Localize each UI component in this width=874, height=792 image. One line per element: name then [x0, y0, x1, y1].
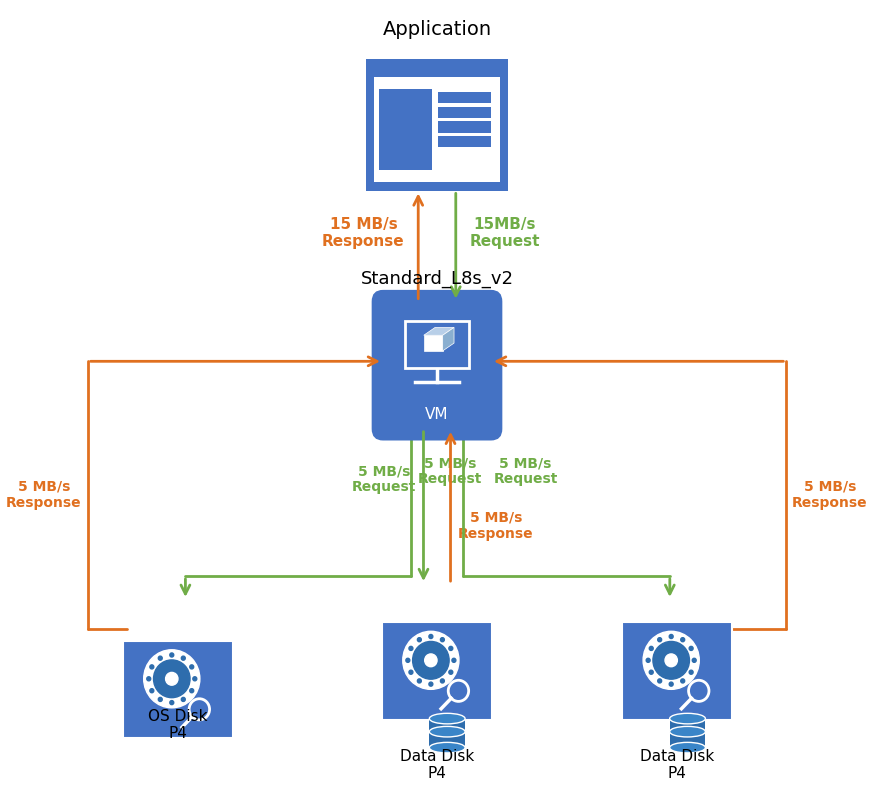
Circle shape	[643, 631, 699, 689]
Text: OS Disk
P4: OS Disk P4	[149, 709, 208, 741]
Circle shape	[158, 698, 163, 702]
FancyBboxPatch shape	[123, 641, 232, 738]
Circle shape	[190, 664, 194, 669]
Circle shape	[649, 670, 653, 674]
FancyBboxPatch shape	[382, 623, 492, 720]
Circle shape	[181, 656, 185, 661]
Circle shape	[649, 646, 653, 650]
Circle shape	[690, 646, 693, 650]
Circle shape	[406, 658, 410, 662]
Text: 5 MB/s
Response: 5 MB/s Response	[458, 511, 534, 541]
Text: Standard_L8s_v2: Standard_L8s_v2	[360, 269, 514, 287]
Circle shape	[190, 689, 194, 693]
Bar	[379, 89, 432, 170]
Circle shape	[681, 638, 684, 642]
Circle shape	[165, 672, 178, 685]
Bar	[438, 92, 491, 104]
Text: Data Disk
P4: Data Disk P4	[640, 748, 714, 781]
Circle shape	[449, 646, 453, 650]
Circle shape	[658, 638, 662, 642]
Circle shape	[193, 676, 197, 681]
Ellipse shape	[429, 714, 465, 724]
Circle shape	[143, 649, 200, 708]
FancyBboxPatch shape	[622, 623, 732, 720]
Circle shape	[440, 638, 444, 642]
Circle shape	[170, 653, 174, 657]
Circle shape	[646, 658, 650, 662]
Circle shape	[429, 682, 433, 686]
Bar	[669, 718, 705, 748]
Circle shape	[669, 682, 673, 686]
Polygon shape	[424, 327, 454, 335]
Ellipse shape	[429, 742, 465, 753]
Bar	[438, 136, 491, 147]
Circle shape	[669, 634, 673, 638]
Circle shape	[418, 679, 421, 683]
Circle shape	[429, 634, 433, 638]
Circle shape	[692, 658, 697, 662]
Circle shape	[181, 698, 185, 702]
Circle shape	[403, 631, 459, 689]
Circle shape	[149, 664, 154, 669]
Text: VM: VM	[426, 407, 448, 422]
Circle shape	[413, 642, 449, 680]
Bar	[438, 107, 491, 118]
Ellipse shape	[669, 742, 705, 753]
FancyBboxPatch shape	[371, 290, 503, 440]
Text: 5 MB/s
Request: 5 MB/s Request	[493, 456, 558, 486]
Circle shape	[158, 656, 163, 661]
Circle shape	[665, 654, 677, 667]
Circle shape	[409, 646, 413, 650]
Circle shape	[147, 676, 150, 681]
Text: 15 MB/s
Response: 15 MB/s Response	[323, 217, 405, 249]
Circle shape	[681, 679, 684, 683]
Circle shape	[418, 638, 421, 642]
Text: 5 MB/s
Response: 5 MB/s Response	[6, 480, 82, 510]
Polygon shape	[424, 335, 442, 351]
Circle shape	[449, 670, 453, 674]
Circle shape	[154, 660, 190, 698]
Text: Data Disk
P4: Data Disk P4	[400, 748, 474, 781]
Circle shape	[170, 701, 174, 705]
Circle shape	[452, 658, 456, 662]
Circle shape	[690, 670, 693, 674]
Text: 5 MB/s
Response: 5 MB/s Response	[792, 480, 868, 510]
Ellipse shape	[429, 726, 465, 737]
Circle shape	[440, 679, 444, 683]
Circle shape	[149, 689, 154, 693]
Bar	[374, 78, 500, 181]
Circle shape	[653, 642, 690, 680]
Text: 5 MB/s
Request: 5 MB/s Request	[351, 464, 416, 494]
Ellipse shape	[669, 726, 705, 737]
FancyBboxPatch shape	[365, 59, 509, 191]
Circle shape	[425, 654, 437, 667]
Bar	[438, 121, 491, 133]
Text: 15MB/s
Request: 15MB/s Request	[469, 217, 540, 249]
Text: Application: Application	[383, 20, 491, 39]
Circle shape	[658, 679, 662, 683]
Polygon shape	[442, 327, 454, 351]
Circle shape	[409, 670, 413, 674]
Text: 5 MB/s
Request: 5 MB/s Request	[419, 456, 482, 486]
Bar	[429, 718, 465, 748]
Ellipse shape	[669, 714, 705, 724]
